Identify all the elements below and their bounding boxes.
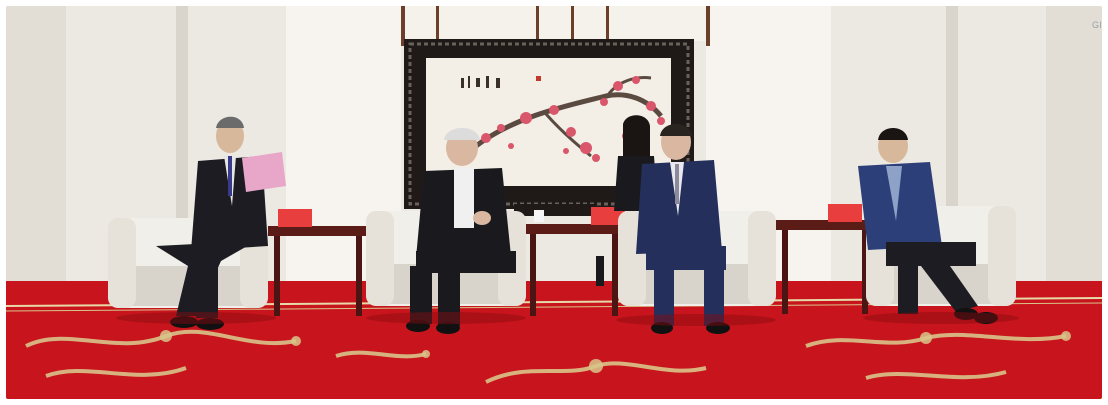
name-card xyxy=(828,204,862,222)
pink-paper xyxy=(242,152,286,192)
teacup xyxy=(534,210,544,222)
side-table-left xyxy=(268,209,368,316)
person-2 xyxy=(406,128,516,334)
side-table-right xyxy=(776,204,874,314)
left-wall-panel xyxy=(6,6,66,286)
meeting-room-photo xyxy=(6,6,1102,399)
person-1 xyxy=(156,116,286,330)
corner-watermark: Gl xyxy=(1092,20,1102,30)
person-3 xyxy=(636,124,730,334)
left-wall-panel-2 xyxy=(176,6,188,286)
person-4 xyxy=(858,128,998,324)
name-card xyxy=(278,209,312,227)
window-frame xyxy=(401,6,711,41)
name-card xyxy=(591,207,625,225)
side-table-center xyxy=(524,207,625,316)
right-wall-edge xyxy=(1046,6,1102,286)
